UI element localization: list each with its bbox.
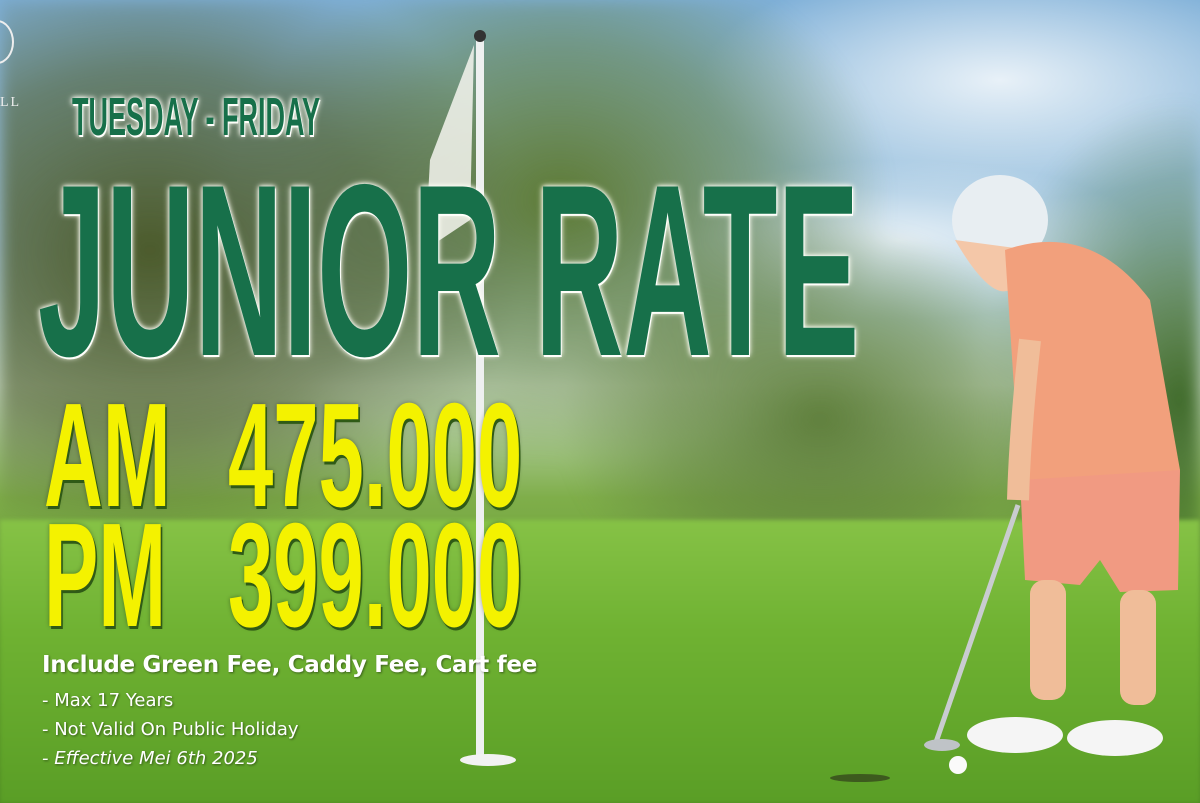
shorts — [1020, 470, 1180, 592]
term-effective-date: - Effective Mei 6th 2025 — [42, 748, 258, 769]
term-holiday: - Not Valid On Public Holiday — [42, 719, 299, 740]
right-shoe — [1067, 720, 1163, 756]
cap — [952, 175, 1048, 265]
includes-text: Include Green Fee, Caddy Fee, Cart fee — [42, 652, 538, 678]
days-heading: TUESDAY - FRIDAY — [72, 87, 321, 147]
golf-ball — [949, 756, 967, 774]
title-heading: JUNIOR RATE — [38, 133, 860, 407]
left-leg — [1030, 580, 1066, 700]
arm — [1007, 338, 1041, 501]
club-logo-text: LL — [0, 95, 22, 110]
shirt — [1005, 241, 1180, 488]
right-leg — [1120, 590, 1156, 705]
pole-base — [460, 754, 516, 766]
pm-label: PM — [44, 493, 167, 658]
golf-green — [0, 520, 1200, 803]
left-shoe — [967, 717, 1063, 753]
golf-club — [932, 504, 1021, 746]
hole — [830, 774, 890, 782]
flag-pole — [476, 35, 484, 755]
club-head — [924, 739, 960, 751]
pm-price: 399.000 — [228, 493, 523, 658]
am-price: 475.000 — [228, 373, 523, 538]
am-label: AM — [44, 373, 171, 538]
term-max-age: - Max 17 Years — [42, 690, 174, 711]
pole-top — [474, 30, 486, 42]
flag-icon — [425, 45, 474, 250]
